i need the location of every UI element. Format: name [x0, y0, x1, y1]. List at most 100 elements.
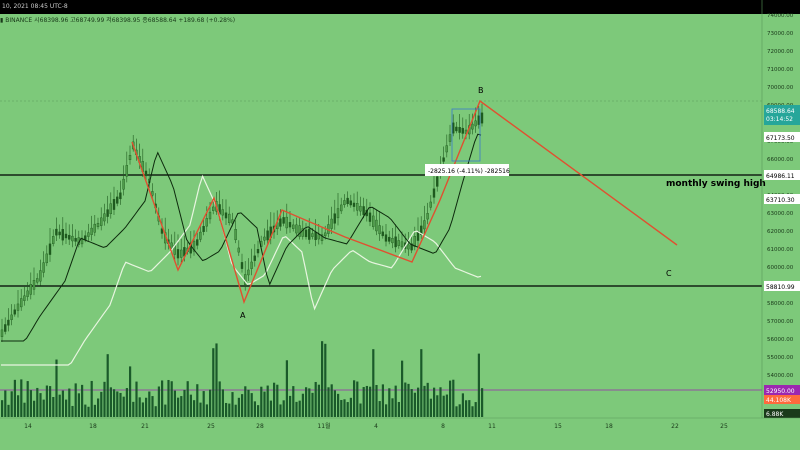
candle-body — [266, 230, 269, 241]
time-tick-label: 14 — [24, 423, 32, 430]
candle-body — [67, 234, 71, 240]
price-tick-label: 73000.00 — [767, 31, 794, 37]
candle-body — [448, 134, 452, 142]
volume-bar — [221, 389, 224, 417]
volume-bar — [119, 392, 122, 417]
time-tick-label: 4 — [374, 423, 378, 430]
volume-bar — [113, 389, 116, 417]
candle-body — [407, 244, 410, 250]
volume-bar — [324, 343, 327, 417]
volume-bar — [205, 404, 208, 417]
candle-body — [400, 241, 404, 248]
volume-bar — [135, 381, 138, 417]
candle-body — [304, 229, 308, 238]
candle-body — [231, 219, 234, 224]
moving-average-light — [1, 174, 482, 366]
candle-body — [26, 290, 29, 297]
candle-body — [208, 211, 212, 220]
price-tick-label: 58000.00 — [767, 301, 794, 307]
candle-body — [442, 157, 445, 162]
volume-bar — [247, 389, 250, 417]
candle-body — [64, 233, 68, 239]
candle-body — [234, 229, 237, 241]
time-tick-label: 18 — [605, 423, 613, 430]
candle-body — [445, 145, 448, 153]
volume-bar — [378, 401, 381, 417]
candle-body — [375, 219, 378, 232]
wave-c-label: C — [666, 269, 672, 278]
candle-body — [308, 228, 311, 240]
price-tick-label: 62000.00 — [767, 229, 794, 235]
time-axis[interactable]: 14 18 21 25 28 11월 4 8 11 15 18 22 25 — [24, 422, 728, 430]
current-price-badge — [764, 105, 800, 125]
volume-bar — [170, 381, 173, 417]
volume-bar — [327, 387, 330, 417]
badge-63710 — [764, 194, 800, 204]
volume-bar — [333, 390, 336, 417]
candle-body — [253, 255, 257, 261]
wave-b-label: B — [478, 86, 484, 95]
candle-body — [115, 196, 119, 204]
candle-body — [391, 238, 394, 244]
candle-body — [368, 212, 372, 222]
volume-bar — [209, 389, 212, 417]
volume-bar — [193, 400, 196, 417]
volume-bar — [157, 386, 160, 417]
symbol-info-bar: ▮ BINANCE 시68398.96 고68749.99 저68398.95 … — [0, 14, 235, 28]
candle-body — [429, 201, 432, 208]
candle-body — [285, 216, 288, 229]
price-axis[interactable]: 74000.00 73000.00 72000.00 71000.00 70000.00… — [767, 13, 794, 415]
volume-bar — [282, 400, 285, 417]
volume-bar — [68, 388, 71, 417]
candle-body — [202, 226, 205, 232]
volume-bar — [388, 388, 391, 417]
volume-bar — [317, 384, 320, 417]
volume-bar — [391, 398, 394, 417]
volume-bar — [100, 391, 103, 417]
candle-body — [39, 270, 42, 282]
volume-bar — [244, 386, 247, 417]
candle-body — [436, 176, 439, 187]
measure-box[interactable] — [451, 108, 481, 162]
candle-body — [192, 240, 196, 252]
volume-bars — [1, 341, 484, 417]
volume-bar — [7, 404, 10, 417]
volume-bar — [471, 406, 474, 417]
candle-body — [471, 123, 474, 130]
candle-body — [388, 236, 391, 242]
wave-a-label: A — [240, 311, 246, 320]
time-tick-label: 28 — [256, 423, 264, 430]
volume-bar — [429, 398, 432, 417]
volume-bar — [285, 360, 288, 417]
volume-bar — [215, 343, 218, 417]
volume-bar — [250, 393, 253, 417]
candle-body — [7, 319, 10, 326]
volume-bar — [45, 385, 48, 417]
volume-bar — [132, 401, 135, 417]
volume-bar — [218, 381, 221, 417]
volume-bar — [61, 390, 64, 417]
candle-body — [176, 249, 180, 259]
volume-bar — [413, 392, 416, 417]
volume-bar — [77, 393, 80, 417]
candle-body — [48, 243, 52, 255]
volume-bar — [228, 403, 231, 417]
volume-bar — [81, 384, 84, 417]
volume-bar — [301, 393, 304, 417]
volume-bar — [401, 360, 404, 417]
time-tick-label: 22 — [671, 423, 679, 430]
volume-bar — [154, 406, 157, 417]
top-status-bar: 10, 2021 08:45 UTC-8 — [0, 0, 800, 14]
symbol-label[interactable]: BINANCE — [5, 17, 33, 24]
candle-body — [295, 224, 298, 234]
volume-bar — [292, 386, 295, 417]
volume-bar — [311, 392, 314, 417]
candle-body — [240, 262, 244, 269]
candle-body — [195, 239, 199, 246]
candle-body — [359, 205, 362, 212]
volume-bar — [141, 402, 144, 417]
volume-bar — [298, 400, 301, 417]
monthly-swing-high-label: monthly swing high — [666, 179, 766, 189]
